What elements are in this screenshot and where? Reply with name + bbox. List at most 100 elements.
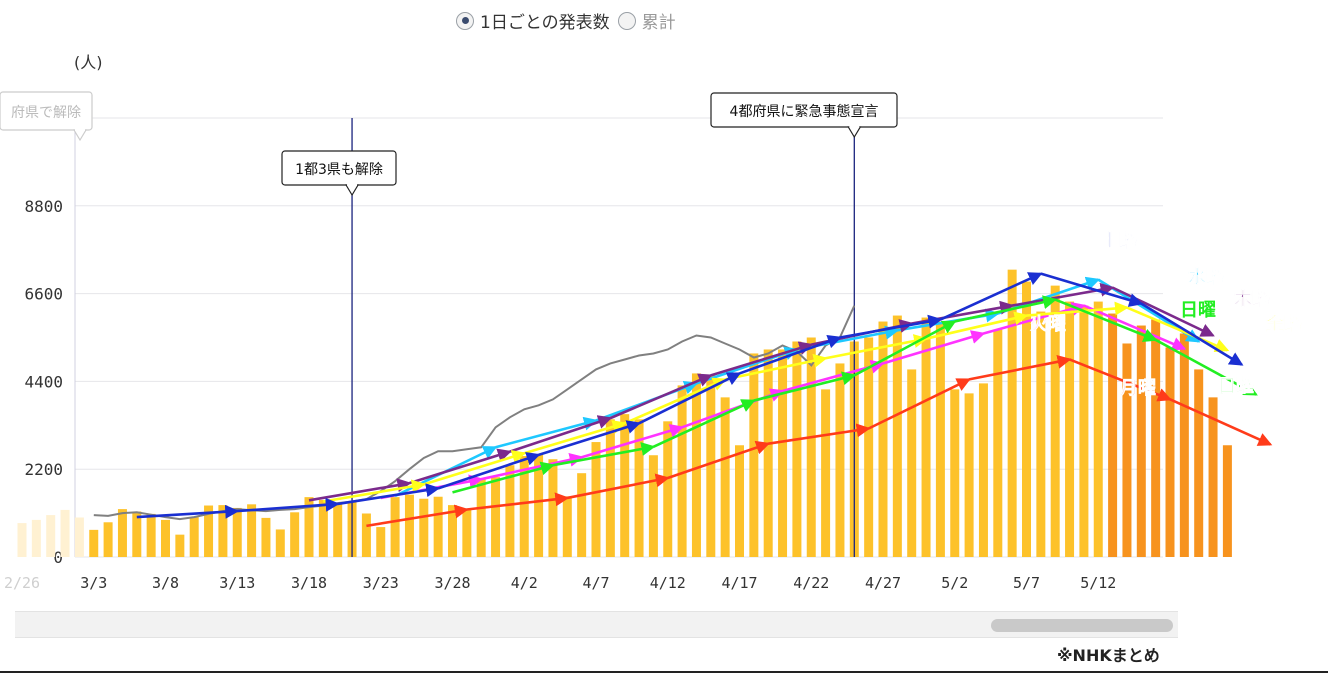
- bar[interactable]: [103, 522, 113, 557]
- bar[interactable]: [978, 383, 988, 557]
- bar[interactable]: [491, 477, 501, 557]
- horizontal-scrollbar[interactable]: [15, 611, 1178, 638]
- daily-option[interactable]: 1日ごとの発表数: [456, 8, 610, 33]
- bar[interactable]: [433, 496, 443, 557]
- bar[interactable]: [1036, 311, 1046, 557]
- series-segment: [1140, 302, 1244, 366]
- bar[interactable]: [132, 511, 142, 557]
- bar[interactable]: [1065, 301, 1075, 557]
- bar[interactable]: [275, 529, 285, 557]
- bar[interactable]: [448, 505, 457, 557]
- bar[interactable]: [1022, 281, 1031, 557]
- bar[interactable]: [534, 454, 544, 557]
- series-label: 火曜: [1030, 314, 1066, 335]
- bar[interactable]: [261, 517, 271, 557]
- bar[interactable]: [950, 389, 960, 557]
- bar[interactable]: [806, 337, 816, 558]
- bar[interactable]: [663, 421, 673, 557]
- bar[interactable]: [1108, 313, 1118, 557]
- bar[interactable]: [1151, 319, 1161, 557]
- x-tick-label: 2/26: [4, 574, 40, 592]
- bar[interactable]: [677, 385, 687, 557]
- bar[interactable]: [17, 523, 27, 557]
- bar[interactable]: [691, 373, 701, 557]
- bar[interactable]: [1136, 325, 1146, 557]
- cumulative-option[interactable]: 累計: [617, 8, 676, 33]
- bar[interactable]: [247, 504, 257, 557]
- bar[interactable]: [591, 442, 601, 557]
- series-segment: [136, 504, 240, 519]
- bar[interactable]: [1194, 369, 1204, 557]
- bar[interactable]: [1122, 343, 1132, 557]
- bar[interactable]: [189, 517, 199, 557]
- bar[interactable]: [218, 505, 228, 557]
- bar[interactable]: [60, 509, 70, 557]
- bar[interactable]: [864, 337, 874, 558]
- y-tick-label: 2200: [24, 460, 63, 479]
- cumulative-radio[interactable]: [617, 11, 636, 30]
- bar[interactable]: [1222, 445, 1232, 557]
- bar[interactable]: [993, 329, 1003, 557]
- bar[interactable]: [1208, 397, 1218, 557]
- bar[interactable]: [290, 512, 300, 557]
- bar[interactable]: [964, 393, 974, 557]
- bar[interactable]: [1050, 285, 1060, 557]
- bar[interactable]: [792, 341, 802, 557]
- bar[interactable]: [232, 507, 242, 557]
- bar[interactable]: [376, 527, 386, 557]
- bar[interactable]: [46, 515, 56, 557]
- x-tick-label: 3/28: [434, 574, 470, 592]
- bar[interactable]: [648, 455, 658, 557]
- bar[interactable]: [161, 519, 170, 557]
- x-tick-label: 4/27: [865, 574, 901, 592]
- bar[interactable]: [318, 499, 328, 557]
- bar[interactable]: [892, 315, 902, 557]
- bar[interactable]: [634, 419, 644, 557]
- bar[interactable]: [907, 369, 917, 557]
- bar[interactable]: [462, 509, 472, 557]
- bar[interactable]: [821, 389, 831, 557]
- scrollbar-thumb[interactable]: [991, 619, 1173, 632]
- bar[interactable]: [31, 519, 41, 557]
- bar[interactable]: [519, 456, 529, 557]
- series-segment: [1126, 306, 1230, 353]
- bar[interactable]: [548, 459, 558, 557]
- bar[interactable]: [562, 496, 572, 557]
- bar[interactable]: [304, 497, 314, 557]
- bar[interactable]: [921, 317, 931, 557]
- bar[interactable]: [175, 534, 185, 557]
- series-segment: [624, 377, 727, 425]
- bar[interactable]: [204, 505, 214, 557]
- daily-radio[interactable]: [456, 11, 474, 30]
- bar[interactable]: [878, 321, 888, 557]
- bar[interactable]: [89, 529, 99, 557]
- series-segment: [853, 320, 957, 377]
- bar[interactable]: [1093, 301, 1103, 557]
- bar[interactable]: [505, 465, 515, 557]
- bar[interactable]: [476, 479, 486, 557]
- bar[interactable]: [390, 497, 400, 557]
- bar[interactable]: [1079, 305, 1089, 557]
- bar[interactable]: [935, 321, 945, 557]
- bar[interactable]: [361, 513, 371, 557]
- bar[interactable]: [404, 494, 414, 557]
- series-segment: [652, 399, 756, 449]
- bar[interactable]: [146, 513, 156, 557]
- bar[interactable]: [1179, 333, 1189, 557]
- bar[interactable]: [720, 397, 730, 557]
- bar[interactable]: [835, 363, 845, 557]
- bar[interactable]: [117, 509, 127, 557]
- event-callout-text: 1都3県も解除: [295, 162, 383, 178]
- bar[interactable]: [735, 445, 744, 557]
- bar[interactable]: [763, 349, 773, 557]
- bar[interactable]: [74, 517, 84, 557]
- bar[interactable]: [778, 349, 788, 557]
- series-segment: [724, 353, 828, 381]
- bar[interactable]: [749, 353, 759, 557]
- bar[interactable]: [1165, 347, 1175, 557]
- bar[interactable]: [577, 473, 587, 557]
- bar[interactable]: [706, 374, 716, 557]
- bar[interactable]: [333, 504, 343, 557]
- bar[interactable]: [1007, 269, 1017, 557]
- bar[interactable]: [419, 498, 429, 557]
